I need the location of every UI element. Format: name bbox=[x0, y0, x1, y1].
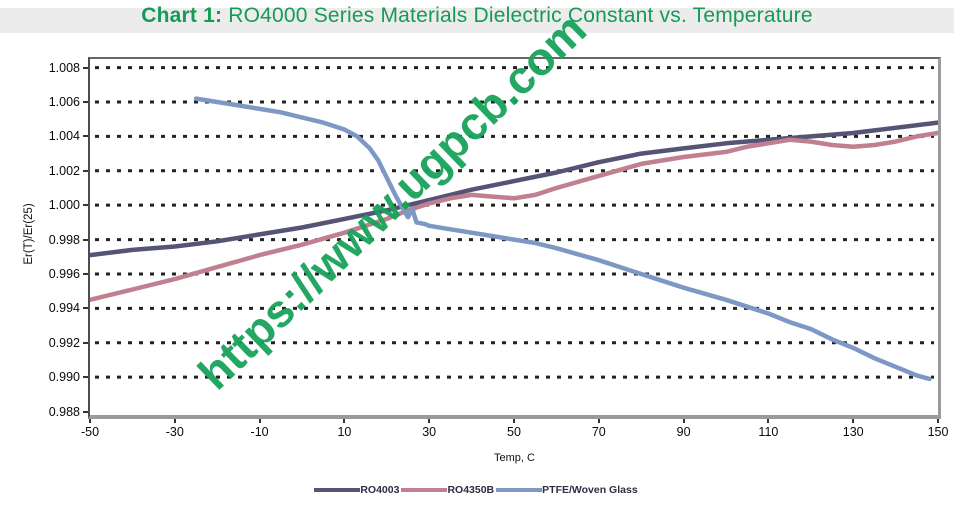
y-tick-mark bbox=[83, 307, 88, 310]
x-tick-mark bbox=[258, 419, 261, 423]
y-tick-label: 1.008 bbox=[48, 60, 80, 75]
y-tick-mark bbox=[83, 169, 88, 172]
x-tick-mark bbox=[513, 419, 515, 423]
x-tick-mark bbox=[852, 419, 855, 423]
y-tick-label: 0.998 bbox=[48, 232, 80, 247]
series-line-ptfe-woven-glass bbox=[193, 96, 932, 382]
x-tick-mark bbox=[173, 419, 176, 423]
legend-line-swatch bbox=[401, 488, 448, 492]
y-tick-mark bbox=[83, 272, 88, 275]
x-tick-mark bbox=[937, 419, 939, 423]
x-tick-label: 90 bbox=[676, 425, 691, 439]
x-tick-mark bbox=[597, 419, 600, 423]
legend-item-ptfe-woven-glass: PTFE/Woven Glass bbox=[496, 484, 640, 496]
x-tick-label: 130 bbox=[842, 425, 864, 439]
x-tick-label: 50 bbox=[507, 425, 521, 439]
x-tick-mark bbox=[89, 419, 91, 423]
x-tick-label: -50 bbox=[80, 425, 100, 439]
legend-label: RO4003 bbox=[360, 484, 400, 496]
chart-legend: RO4003 RO4350B PTFE/Woven Glass bbox=[0, 484, 954, 496]
y-tick-label: 0.996 bbox=[48, 266, 80, 281]
legend-line-swatch bbox=[496, 488, 543, 492]
legend-line-swatch bbox=[314, 488, 361, 492]
x-tick-mark bbox=[682, 419, 685, 423]
legend-label: RO4350B bbox=[447, 484, 495, 496]
legend-item-ro4003: RO4003 bbox=[314, 484, 401, 496]
x-tick-mark bbox=[343, 419, 346, 423]
y-tick-mark bbox=[83, 100, 88, 103]
plot-area bbox=[88, 57, 941, 419]
y-tick-mark bbox=[83, 410, 88, 413]
y-tick-mark bbox=[83, 135, 88, 138]
title-background-band bbox=[0, 8, 954, 33]
page-title: Chart 1: RO4000 Series Materials Dielect… bbox=[0, 4, 954, 28]
series-line-ro4003 bbox=[90, 120, 938, 258]
x-tick-label: 10 bbox=[337, 425, 352, 439]
series-line-ro4350b bbox=[90, 130, 938, 303]
x-tick-label: 110 bbox=[758, 425, 779, 439]
x-tick-mark bbox=[767, 419, 770, 423]
y-tick-mark bbox=[83, 238, 88, 241]
chart-canvas bbox=[90, 66, 938, 382]
x-tick-label: 150 bbox=[927, 425, 949, 439]
page-title-text: RO4000 Series Materials Dielectric Const… bbox=[222, 4, 813, 27]
x-tick-label: 30 bbox=[422, 425, 437, 439]
y-tick-label: 1.004 bbox=[48, 129, 80, 144]
y-tick-label: 1.006 bbox=[48, 94, 80, 109]
y-tick-label: 0.990 bbox=[48, 370, 80, 385]
legend-item-ro4350b: RO4350B bbox=[401, 484, 496, 496]
x-tick-label: -10 bbox=[250, 425, 269, 439]
x-tick-mark bbox=[428, 419, 431, 423]
y-tick-mark bbox=[83, 66, 88, 69]
y-tick-label: 1.002 bbox=[48, 163, 80, 178]
x-tick-label: 70 bbox=[591, 425, 606, 439]
y-tick-mark bbox=[83, 341, 88, 344]
y-tick-label: 0.988 bbox=[48, 404, 80, 419]
x-axis-title: Temp, C bbox=[494, 452, 535, 464]
y-tick-mark bbox=[83, 376, 88, 379]
legend-label: PTFE/Woven Glass bbox=[542, 484, 638, 496]
y-tick-label: 0.992 bbox=[48, 335, 80, 350]
y-tick-label: 1.000 bbox=[48, 198, 80, 213]
x-tick-label: -30 bbox=[165, 425, 184, 439]
y-tick-mark bbox=[83, 204, 88, 207]
page-title-prefix: Chart 1: bbox=[141, 4, 223, 27]
y-tick-label: 0.994 bbox=[48, 301, 80, 316]
